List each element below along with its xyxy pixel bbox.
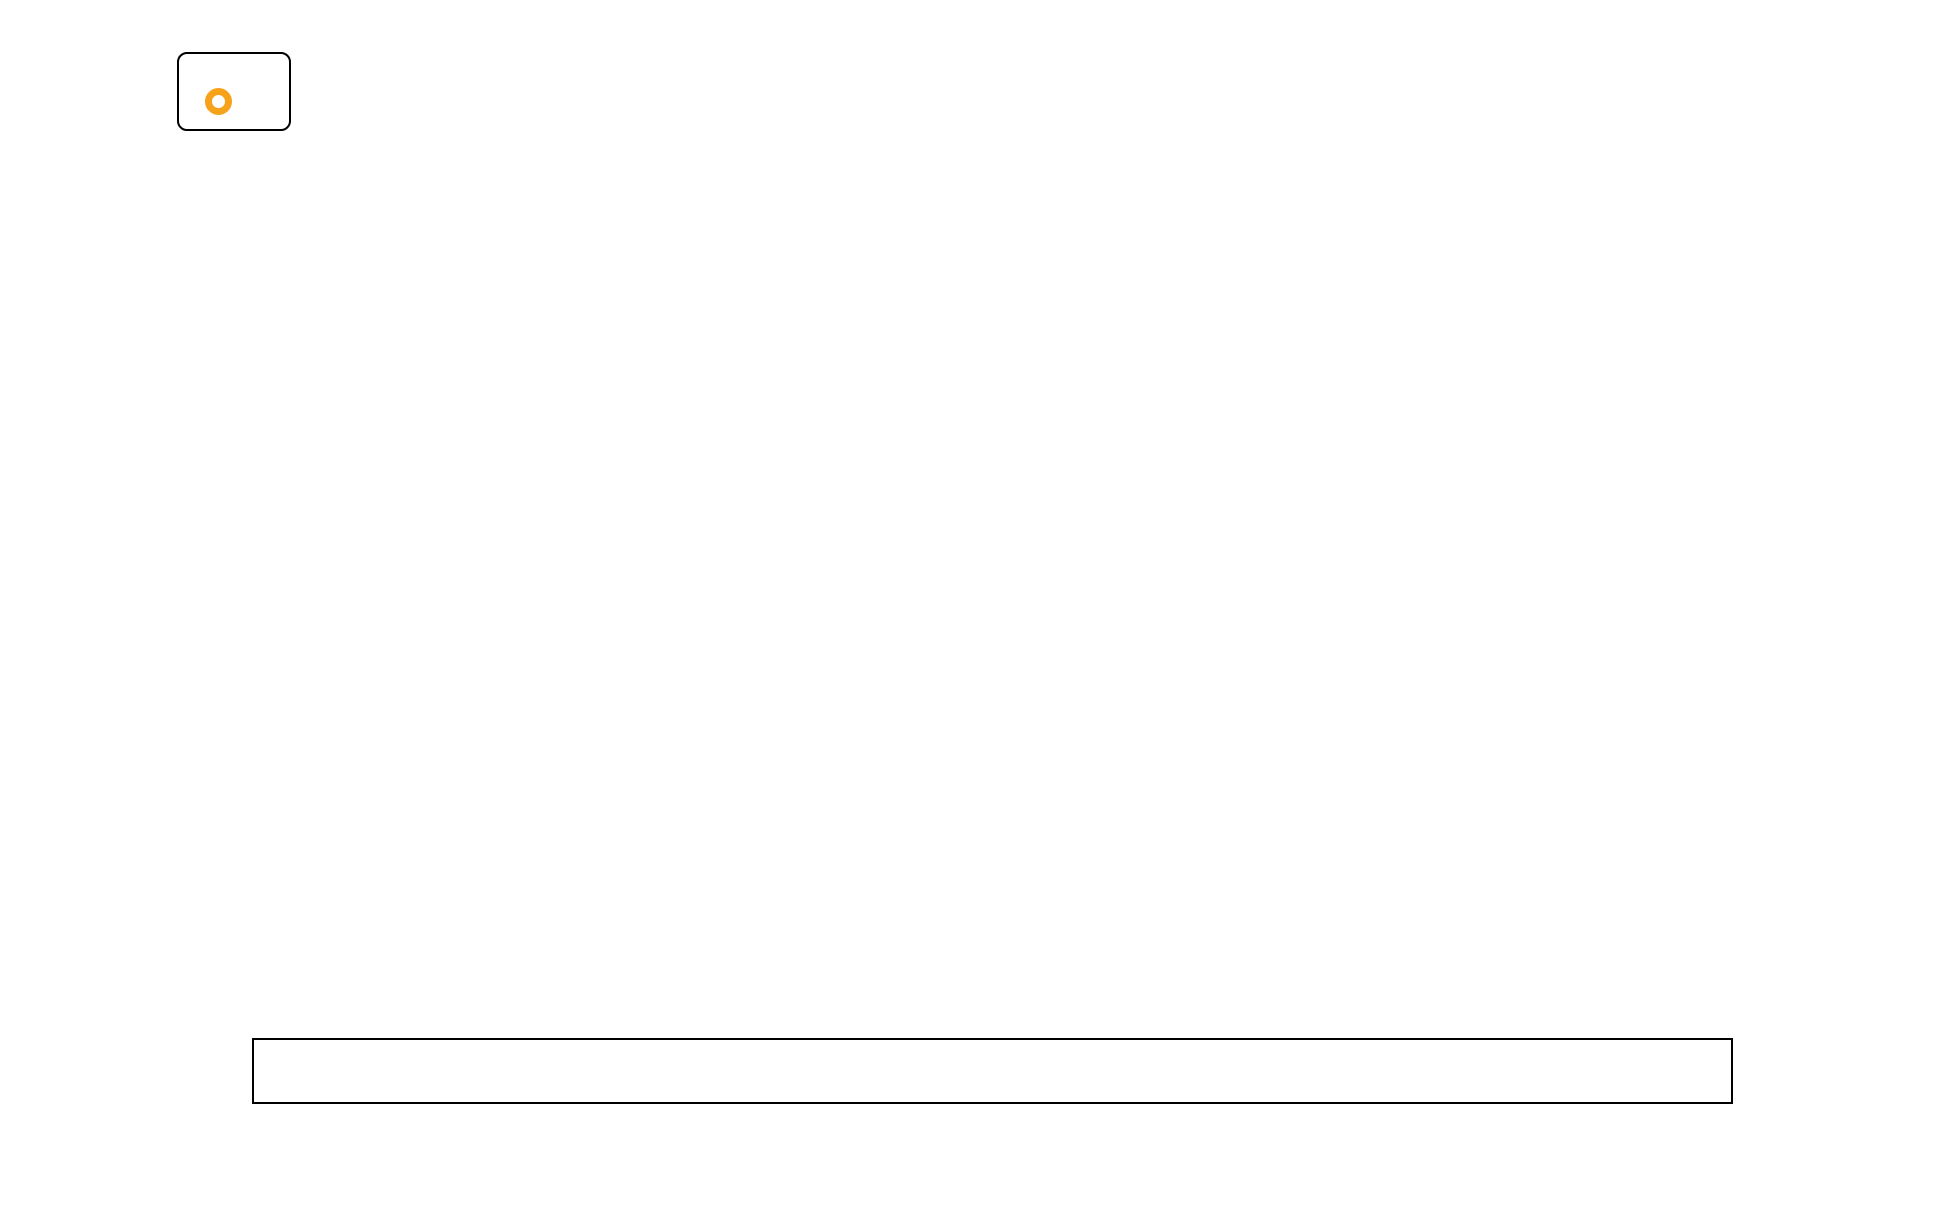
legend-item-pom — [197, 88, 263, 115]
pom-circle-swatch — [205, 88, 232, 115]
colorbar — [252, 1038, 1733, 1104]
legend — [177, 52, 291, 131]
legend-item-alc — [197, 68, 263, 74]
colorbar-canvas — [254, 1040, 1731, 1102]
plot-area — [169, 44, 1823, 824]
series-overlay-canvas — [169, 44, 1823, 824]
alc-line-swatch — [197, 68, 245, 74]
